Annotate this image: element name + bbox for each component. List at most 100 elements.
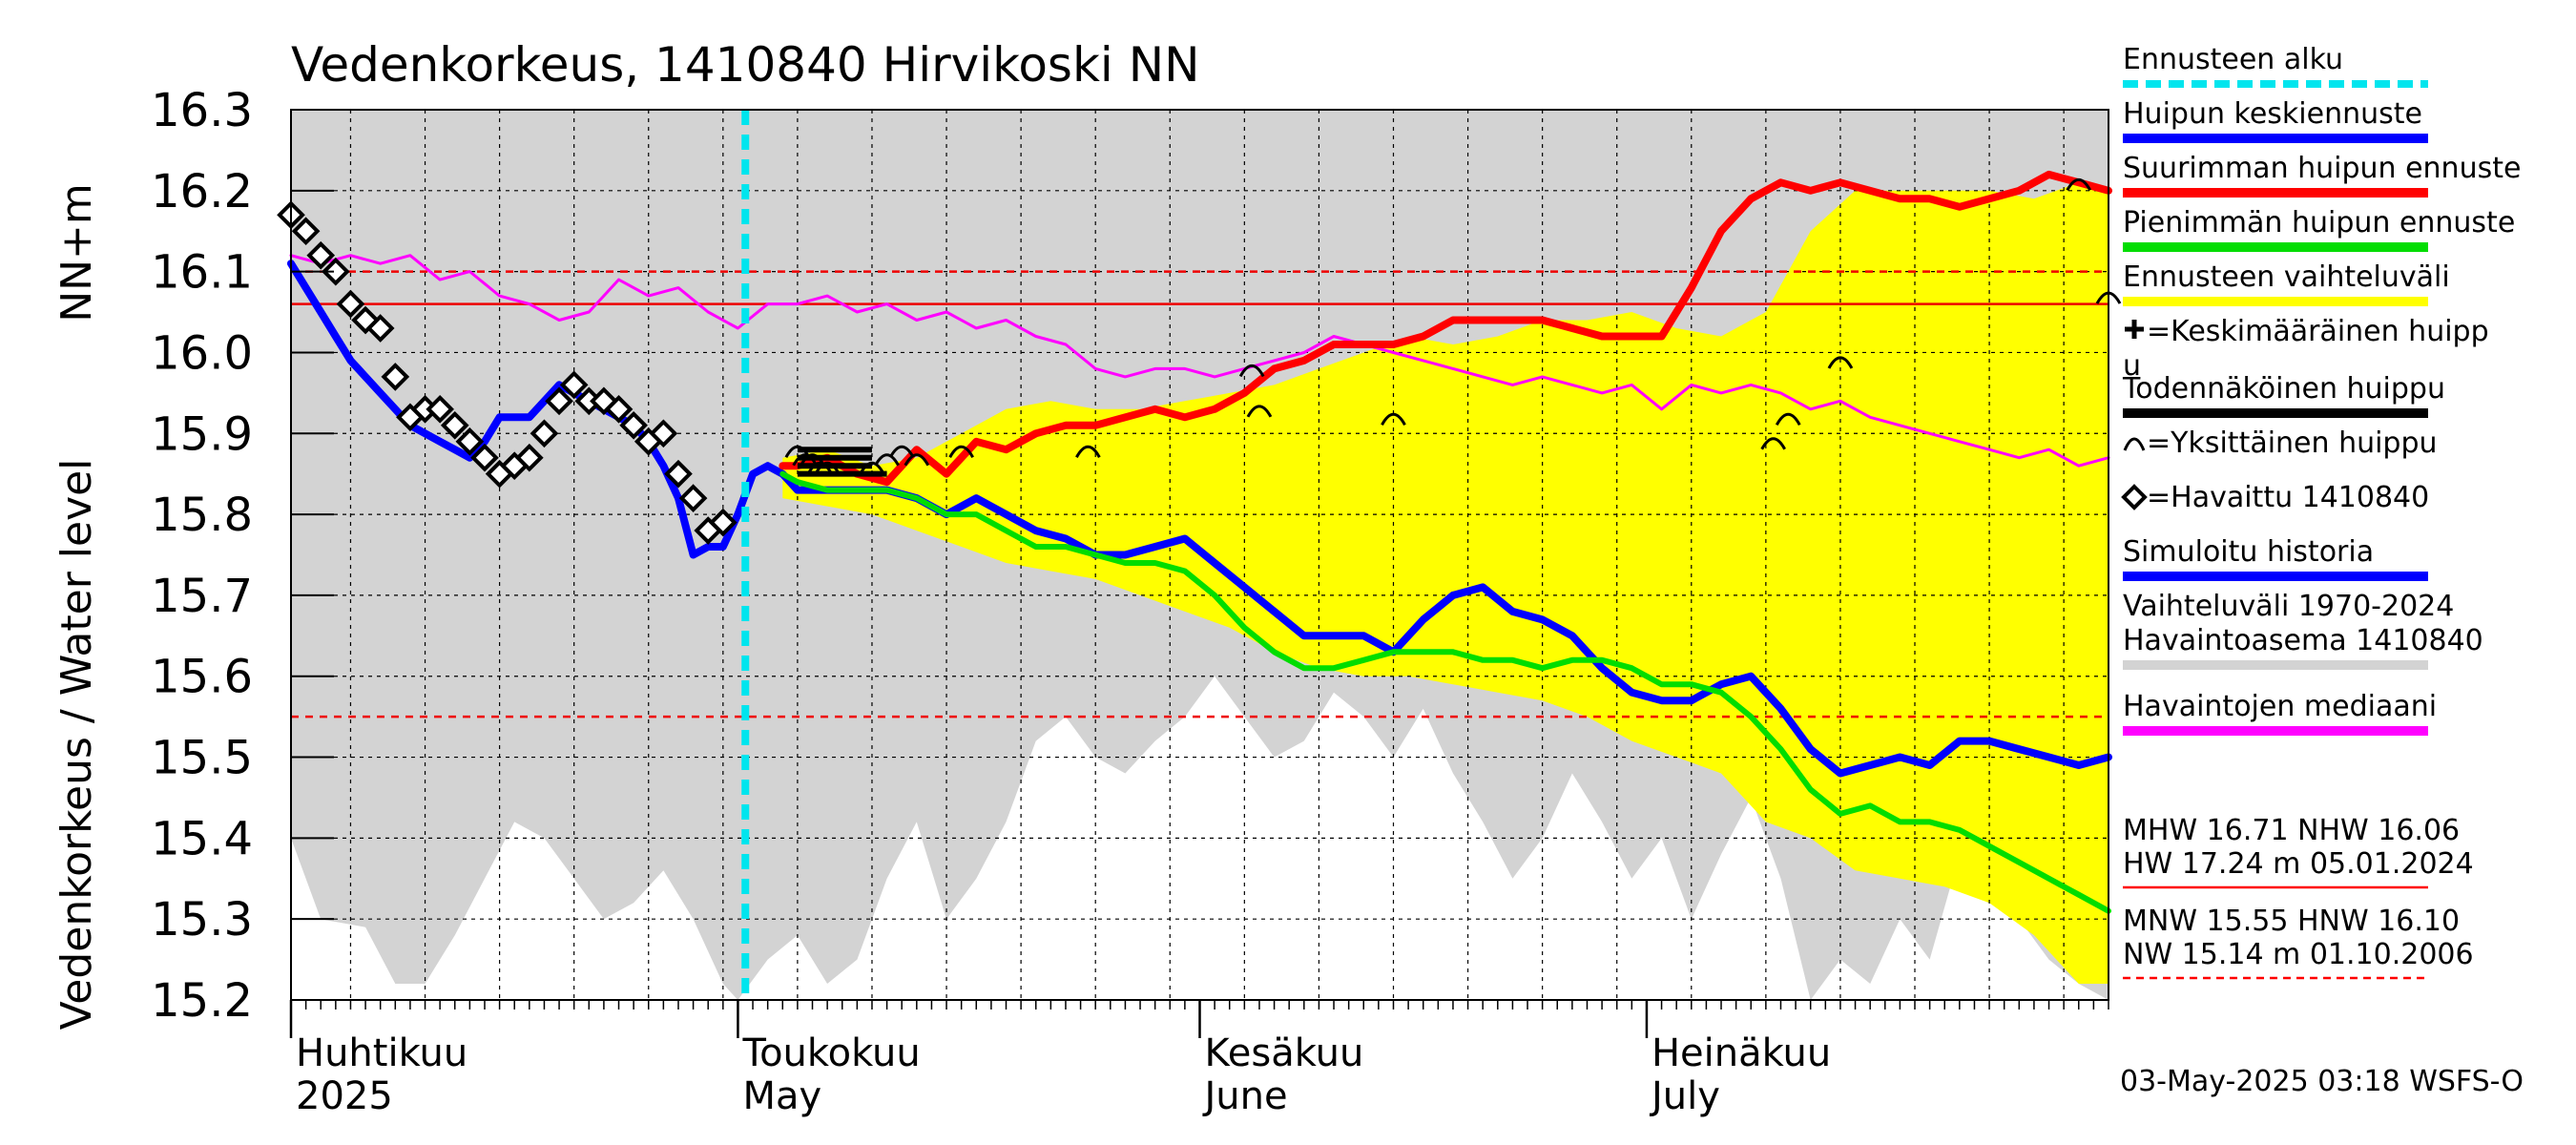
single-peak-marker: [814, 461, 841, 474]
legend-label: Vaihteluväli 1970-2024: [2123, 590, 2454, 623]
legend-label: Simuloitu historia: [2123, 535, 2374, 569]
chart-title: Vedenkorkeus, 1410840 Hirvikoski NN: [291, 37, 1200, 93]
stats-line-2: NW 15.14 m 01.10.2006: [2123, 938, 2474, 971]
x-month-label-en: July: [1649, 1074, 1720, 1118]
forecast-range-band: [782, 182, 2109, 985]
y-tick-label: 15.4: [151, 812, 253, 865]
observed-marker: [426, 394, 454, 424]
legend-item: Havaintojen mediaani: [2123, 690, 2437, 736]
y-tick-label: 16.3: [151, 84, 253, 137]
observed-marker: [322, 257, 350, 286]
stats-line-2: HW 17.24 m 05.01.2024: [2123, 847, 2474, 881]
arc-icon: [2123, 437, 2146, 451]
observed-marker: [336, 289, 365, 319]
observed-marker: [291, 217, 321, 246]
observed-marker: [559, 370, 589, 400]
single-peak-marker: [792, 453, 819, 467]
legend-label: Ennusteen vaihteluväli: [2123, 260, 2450, 294]
legend-label: =Keskimääräinen huipp: [2147, 315, 2489, 348]
legend-item: =Havaittu 1410840: [2121, 481, 2429, 514]
single-peak-marker: [1238, 364, 1265, 378]
x-month-label-fi: Kesäkuu: [1205, 1031, 1364, 1075]
y-tick-label: 15.9: [151, 407, 253, 461]
legend-item: Todennäköinen huippu: [2122, 372, 2445, 418]
axes: 15.2 15.3 15.4 15.5 15.6 15.7 15.8 15.9 16.0 16.1…: [151, 84, 2109, 1118]
observed-marker: [664, 459, 693, 489]
legend-label-2: Havaintoasema 1410840: [2123, 624, 2483, 657]
legend-label: Huipun keskiennuste: [2123, 97, 2422, 131]
y-tick-label: 15.5: [151, 732, 253, 785]
legend-item: =Yksittäinen huippu: [2123, 427, 2438, 460]
single-peak-marker: [1760, 437, 1786, 450]
observed-marker: [365, 314, 395, 343]
observed-marker: [604, 394, 634, 424]
legend-item: =Keskimääräinen huippu: [2123, 315, 2489, 383]
x-month-label-en: May: [742, 1074, 821, 1118]
legend: Ennusteen alku Huipun keskiennuste Suurimm…: [2121, 43, 2521, 980]
y-axis-unit: NN+m: [52, 183, 101, 323]
observed-marker: [306, 240, 336, 270]
series-markers: [277, 177, 2122, 545]
y-tick-label: 16.2: [151, 165, 253, 219]
legend-item: Vaihteluväli 1970-2024 Havaintoasema 141…: [2123, 590, 2483, 670]
observed-marker: [545, 386, 573, 416]
legend-item: Huipun keskiennuste: [2123, 97, 2428, 143]
plus-icon: [2125, 320, 2144, 339]
legend-label-2: u: [2123, 349, 2141, 383]
single-peak-marker: [1381, 412, 1406, 427]
legend-label: =Yksittäinen huippu: [2147, 427, 2438, 460]
legend-label: Todennäköinen huippu: [2122, 372, 2445, 406]
y-tick-label: 15.3: [151, 893, 253, 947]
observed-marker: [530, 419, 559, 448]
y-tick-label: 15.8: [151, 489, 253, 542]
reference-lines: [291, 270, 2109, 718]
observed-marker: [440, 410, 469, 440]
x-month-label-fi: Huhtikuu: [296, 1031, 467, 1075]
observed-marker: [678, 484, 708, 512]
legend-label: Ennusteen alku: [2123, 43, 2343, 76]
single-peak-marker: [1075, 445, 1101, 458]
legend-item: Pienimmän huipun ennuste: [2123, 206, 2515, 252]
diamond-icon: [2121, 484, 2148, 510]
single-peak-marker: [1246, 405, 1273, 418]
series-lines: [287, 110, 2112, 1000]
stats-line-1: MNW 15.55 HNW 16.10: [2123, 905, 2460, 938]
legend-label: Suurimman huipun ennuste: [2123, 152, 2521, 185]
legend-item: Simuloitu historia: [2123, 535, 2428, 581]
single-peak-marker: [888, 445, 915, 458]
y-tick-label: 16.1: [151, 246, 253, 300]
legend-item: Ennusteen vaihteluväli: [2123, 260, 2450, 306]
single-peak-marker: [2066, 177, 2092, 192]
series-pienimm-n-huipun-ennuste: [779, 470, 2111, 914]
single-peak-marker: [1827, 356, 1854, 369]
y-tick-label: 16.0: [151, 326, 253, 380]
x-month-label-fi: Toukokuu: [741, 1031, 920, 1075]
series-suurimman-huipun-ennuste: [779, 170, 2112, 487]
stats-line-1: MHW 16.71 NHW 16.06: [2123, 814, 2460, 847]
observed-marker: [708, 508, 737, 537]
y-tick-label: 15.2: [151, 974, 253, 1028]
legend-item: Ennusteen alku: [2123, 43, 2428, 88]
footer-timestamp: 03-May-2025 03:18 WSFS-O: [2120, 1065, 2524, 1098]
observed-marker: [649, 419, 678, 448]
y-tick-label: 15.7: [151, 570, 253, 623]
legend-label: Pienimmän huipun ennuste: [2123, 206, 2515, 239]
single-peak-marker: [807, 461, 833, 474]
observed-marker: [515, 443, 544, 472]
x-month-label-fi: Heinäkuu: [1652, 1031, 1831, 1075]
legend-label: =Havaittu 1410840: [2147, 481, 2429, 514]
single-peak-marker: [1775, 412, 1801, 427]
single-peak-marker: [859, 461, 885, 474]
single-peak-marker: [874, 453, 900, 467]
legend-label: Havaintojen mediaani: [2123, 690, 2437, 723]
y-tick-label: 15.6: [151, 651, 253, 704]
observed-marker: [455, 427, 485, 456]
observed-marker: [470, 443, 499, 472]
y-axis-label: Vedenkorkeus / Water level: [52, 459, 101, 1030]
x-month-label-en: 2025: [296, 1074, 393, 1118]
single-peak-marker: [904, 453, 930, 467]
legend-item: Suurimman huipun ennuste: [2123, 152, 2521, 198]
series-havaintojen-mediaani: [289, 254, 2110, 468]
